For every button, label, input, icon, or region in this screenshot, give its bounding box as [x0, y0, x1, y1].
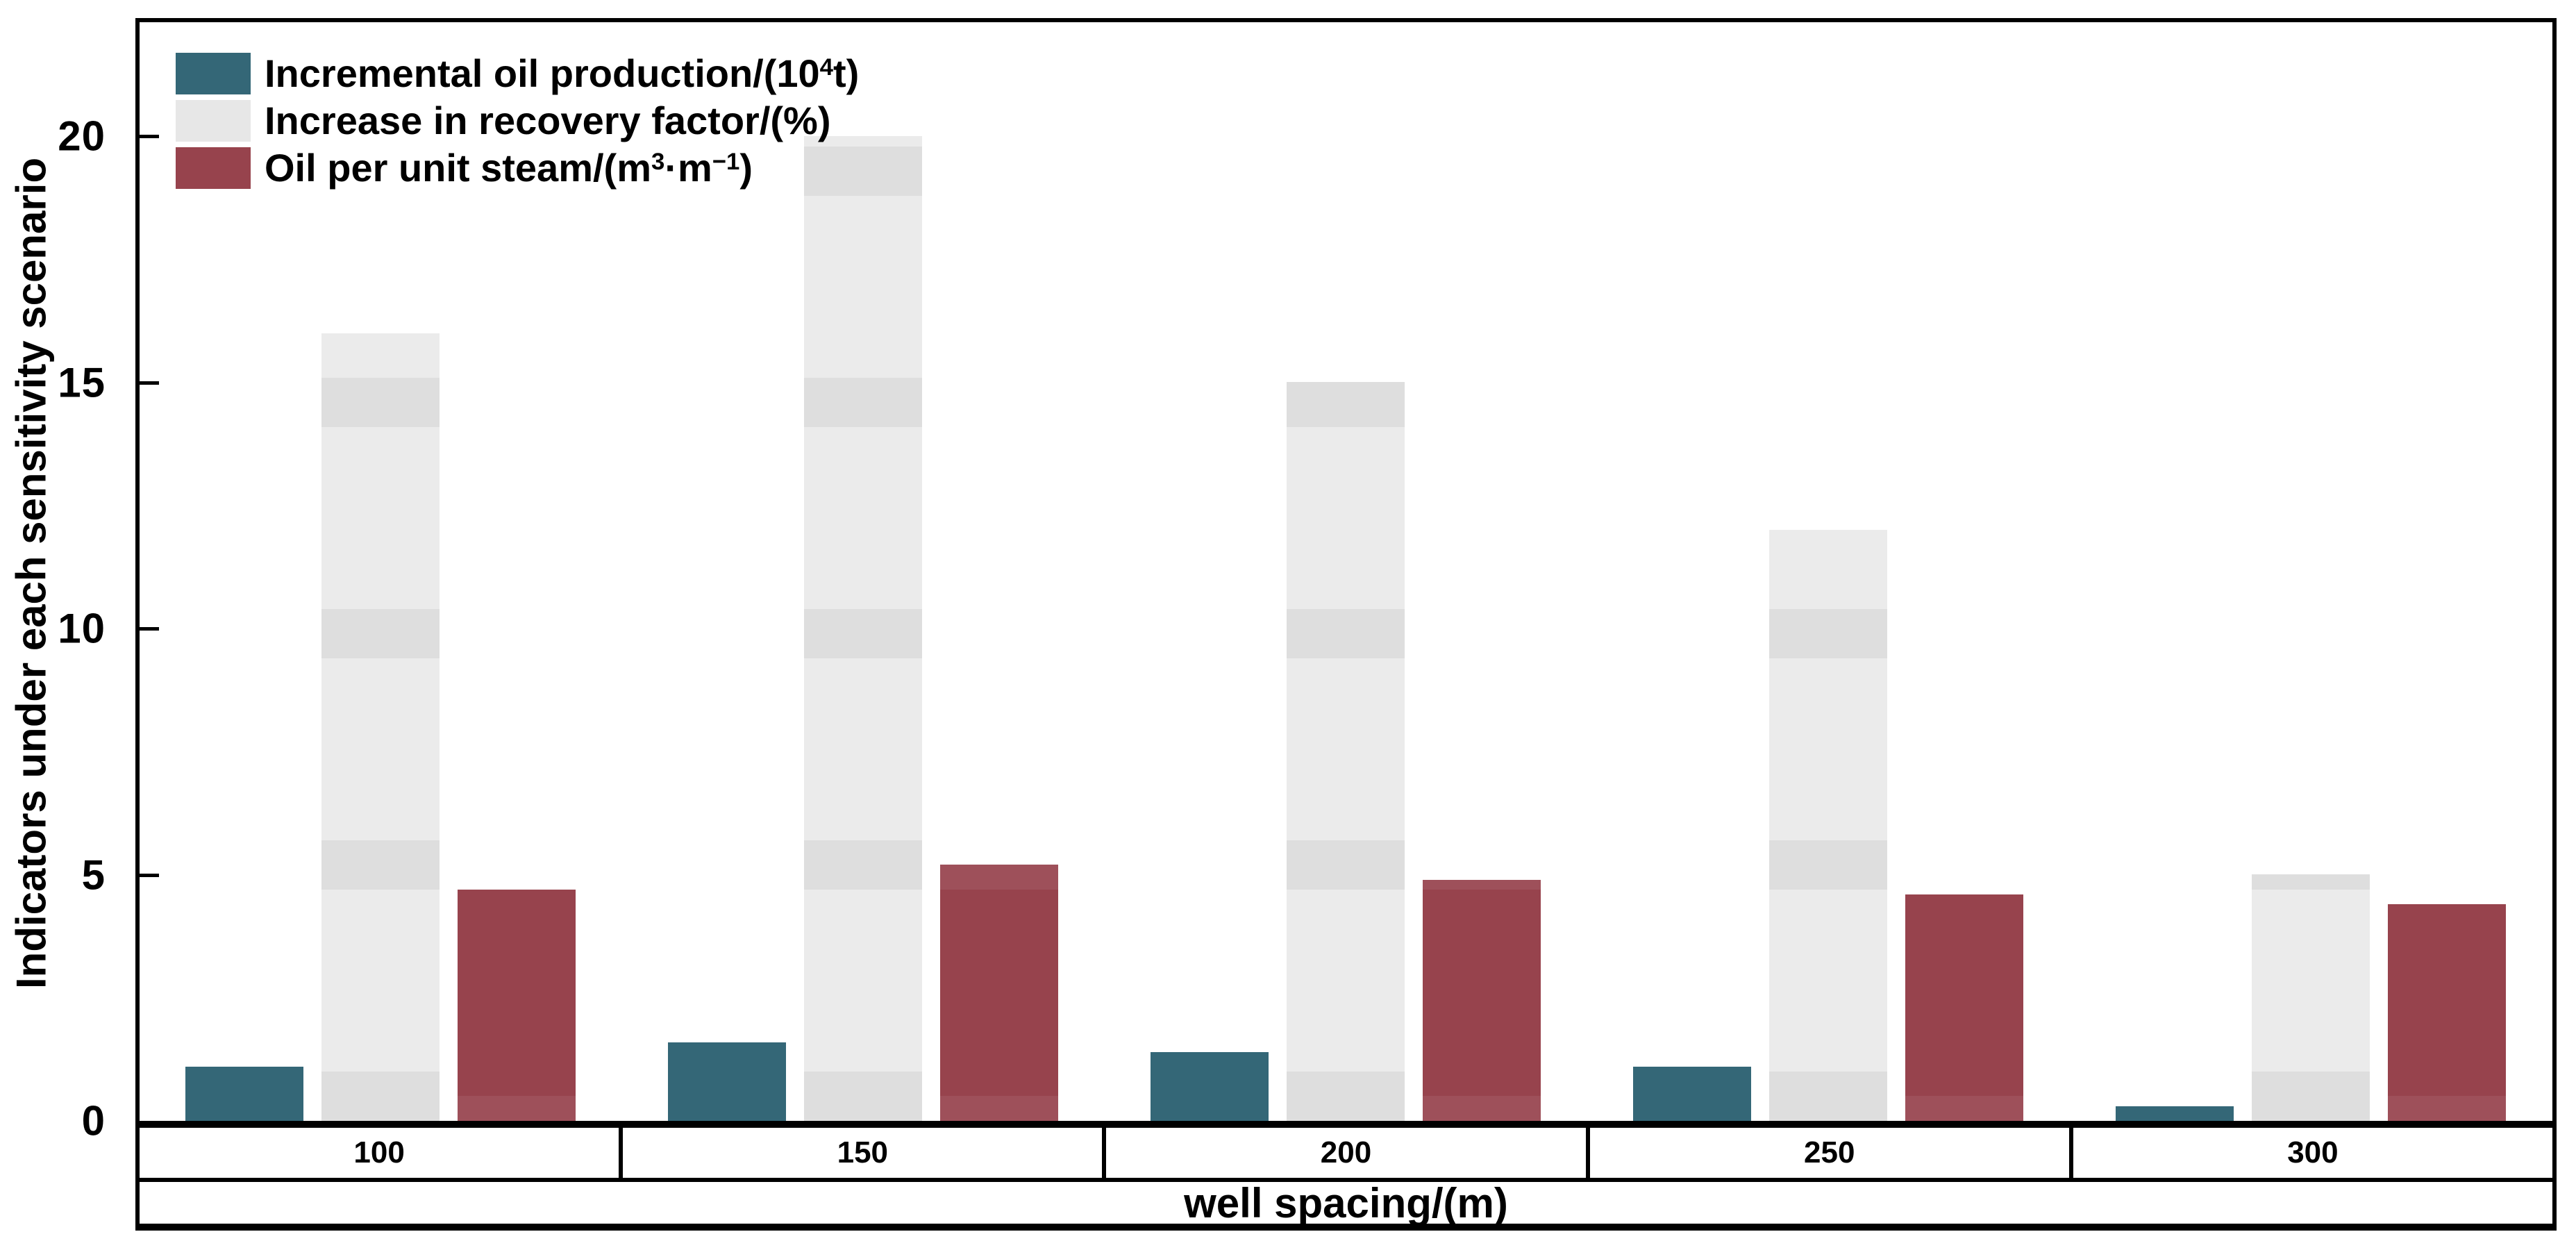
plot-area: Incremental oil production/(104t) Increas…: [135, 18, 2557, 1128]
bar-series2-cat-300: [2252, 874, 2370, 1121]
y-tick-mark-20: [140, 135, 159, 138]
bar-series3-cat-300: [2388, 904, 2506, 1121]
x-axis-title-row: well spacing/(m): [135, 1179, 2557, 1231]
legend: Incremental oil production/(104t) Increas…: [176, 53, 859, 194]
bar-series2-cat-200: [1287, 382, 1405, 1121]
legend-item-2: Increase in recovery factor/(%): [176, 100, 859, 142]
y-tick-label-20: 20: [58, 113, 106, 160]
legend-item-3: Oil per unit steam/(m3·m−1): [176, 147, 859, 189]
bar-series2-cat-150: [804, 136, 922, 1121]
y-tick-label-5: 5: [81, 851, 106, 899]
bar-series1-cat-150: [668, 1042, 786, 1121]
bar-series2-cat-250: [1769, 530, 1887, 1121]
bar-series3-cat-250: [1905, 894, 2023, 1121]
x-category-300: 300: [2287, 1135, 2339, 1169]
x-axis-title: well spacing/(m): [1184, 1179, 1508, 1226]
bar-series3-cat-150: [940, 865, 1058, 1121]
legend-label: Oil per unit steam/(m3·m−1): [265, 146, 753, 190]
legend-swatch-icon: [176, 147, 251, 189]
legend-item-1: Incremental oil production/(104t): [176, 53, 859, 94]
x-category-200: 200: [1106, 1128, 1590, 1178]
bar-series1-cat-250: [1633, 1067, 1751, 1121]
legend-label: Increase in recovery factor/(%): [265, 99, 831, 142]
x-axis-category-row: 100 150 200 250 300: [135, 1128, 2557, 1182]
y-tick-mark-5: [140, 874, 159, 877]
y-axis-title: Indicators under each sensitivity scenar…: [8, 157, 55, 989]
y-tick-label-10: 10: [58, 605, 106, 652]
bar-series1-cat-200: [1151, 1052, 1269, 1121]
y-tick-mark-10: [140, 627, 159, 631]
x-category-250: 250: [1590, 1128, 2073, 1178]
y-axis-ticks: [140, 22, 2552, 1121]
y-tick-mark-15: [140, 381, 159, 385]
bar-series2-cat-100: [321, 333, 440, 1121]
legend-swatch-icon: [176, 100, 251, 142]
y-tick-label-0: 0: [81, 1097, 106, 1144]
legend-label: Incremental oil production/(104t): [265, 51, 860, 95]
bar-series1-cat-300: [2116, 1106, 2234, 1121]
x-category-100: 100: [140, 1128, 624, 1178]
y-tick-label-15: 15: [58, 359, 106, 406]
bar-series3-cat-200: [1423, 880, 1541, 1121]
x-category-150: 150: [623, 1128, 1107, 1178]
bars-layer: [140, 22, 2552, 1121]
bar-series1-cat-100: [185, 1067, 303, 1121]
bar-series3-cat-100: [458, 890, 576, 1121]
legend-swatch-icon: [176, 53, 251, 94]
